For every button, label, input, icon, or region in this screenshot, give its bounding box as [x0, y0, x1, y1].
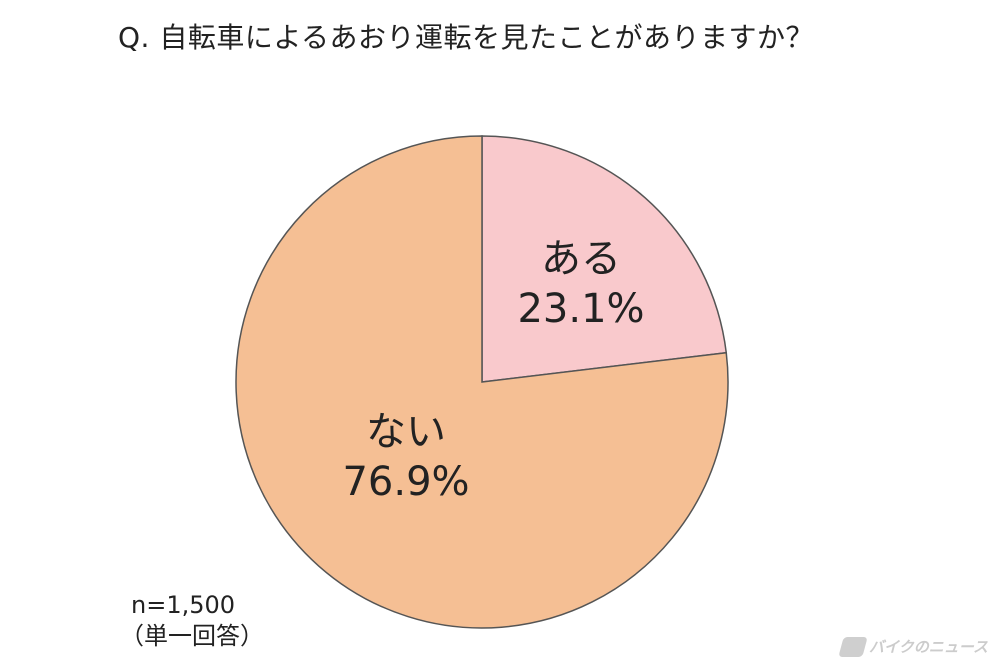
watermark: バイクのニュース: [838, 636, 988, 657]
chart-title: Q. 自転車によるあおり運転を見たことがありますか？: [118, 21, 815, 54]
pie-slices: [235, 135, 729, 629]
sample-size-note: n=1,500: [131, 591, 236, 619]
answer-type-note: （単一回答）: [120, 622, 264, 650]
slice-value-2: 76.9%: [342, 459, 469, 505]
slice-label-1: ある: [541, 236, 621, 282]
pie-slice-2: [235, 135, 729, 629]
watermark-text: バイクのニュース: [869, 638, 988, 656]
bike-news-logo-icon: [838, 636, 868, 657]
slice-label-2: ない: [366, 409, 446, 455]
pie-slice-1: [481, 135, 728, 383]
slice-value-1: 23.1%: [517, 286, 644, 332]
